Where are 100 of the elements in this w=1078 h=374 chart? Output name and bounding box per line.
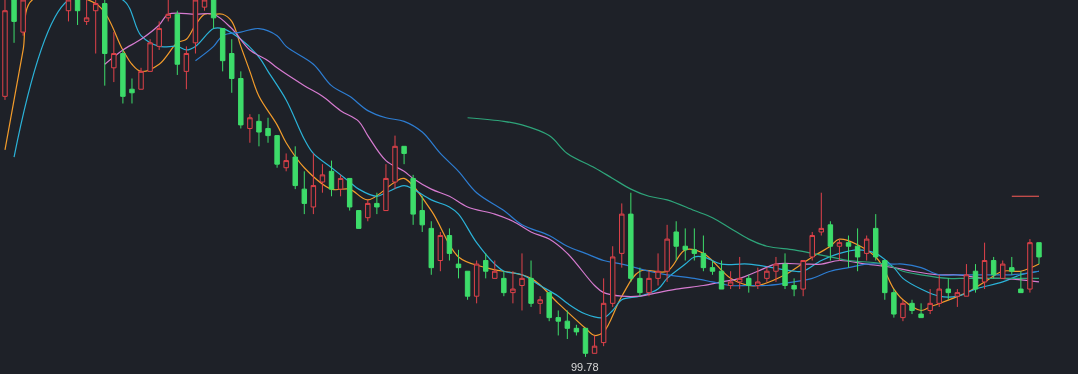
candlestick <box>492 260 498 279</box>
candlestick <box>600 277 607 347</box>
candlestick <box>274 135 280 169</box>
candlestick <box>482 252 489 279</box>
candlestick <box>628 192 634 283</box>
candlestick <box>873 213 879 262</box>
candlestick <box>301 170 308 215</box>
candlestick <box>564 309 571 340</box>
candlestick <box>673 220 679 262</box>
candlestick <box>528 260 534 308</box>
candlestick <box>247 113 253 144</box>
candlestick <box>510 270 516 304</box>
candlestick <box>11 0 17 44</box>
candlestick <box>446 227 453 262</box>
candlestick <box>1036 242 1042 265</box>
candlestick <box>827 220 834 262</box>
candlestick <box>900 299 906 322</box>
candlestick <box>591 334 598 354</box>
candlestick <box>473 260 480 304</box>
candlestick <box>210 0 217 30</box>
candlestick <box>428 220 435 276</box>
candlestick <box>401 145 407 165</box>
candlestick <box>328 160 335 197</box>
candlestick <box>74 0 81 26</box>
candlestick <box>156 20 162 51</box>
candlestick <box>981 242 988 290</box>
candlestick <box>555 309 561 336</box>
candlestick <box>582 327 589 358</box>
candlestick <box>809 231 815 262</box>
candlestick <box>918 302 924 319</box>
candlestick <box>727 270 734 290</box>
candlestick <box>972 263 979 294</box>
candlestick <box>927 288 933 315</box>
candlestick <box>773 256 779 283</box>
candlestick <box>863 235 870 262</box>
candlestick <box>800 260 806 297</box>
candlestick <box>655 252 661 286</box>
candlestick <box>546 292 552 322</box>
candlestick <box>120 49 126 104</box>
candlestick <box>111 31 117 83</box>
candlestick <box>764 267 770 283</box>
candlestick <box>356 210 362 229</box>
candlestick <box>990 256 997 279</box>
candlestick <box>138 67 144 90</box>
candlestick <box>691 227 698 262</box>
candlestick <box>609 245 616 308</box>
candlestick <box>346 177 353 212</box>
candlestick <box>963 263 970 297</box>
candlestick <box>365 199 371 222</box>
candlestick <box>700 235 707 272</box>
candlestick <box>410 174 416 226</box>
candlestick <box>256 113 262 147</box>
candlestick <box>999 260 1006 279</box>
candlestick <box>646 270 652 297</box>
candlestick <box>573 324 580 336</box>
candlestick <box>1009 256 1015 276</box>
annotation: 99.78 <box>571 361 599 373</box>
candlestick <box>219 28 226 72</box>
candlestick <box>437 231 444 272</box>
candlestick <box>519 252 525 311</box>
candlestick <box>682 227 688 262</box>
candlestick <box>374 192 380 215</box>
candlestick <box>782 252 788 290</box>
candlestick <box>102 0 108 87</box>
candlestick <box>619 202 625 269</box>
candlestick <box>455 249 462 279</box>
candlestick <box>891 288 897 319</box>
candlestick <box>755 267 761 290</box>
candlestick <box>718 260 725 290</box>
candlestick <box>292 145 298 190</box>
candlestick <box>183 45 190 90</box>
candlestick <box>147 38 153 72</box>
candlestick <box>419 195 425 233</box>
candlestick <box>383 163 389 212</box>
candlestick <box>229 38 235 94</box>
candlestick <box>1018 270 1024 294</box>
candlestick <box>501 270 507 297</box>
candlestick <box>836 238 843 262</box>
candlestick <box>945 277 952 301</box>
candlestick <box>818 192 825 237</box>
candlestick <box>664 224 670 283</box>
candlestick <box>954 288 961 308</box>
candlestick <box>265 117 271 144</box>
candlestick <box>709 260 716 276</box>
candlestick <box>746 274 752 294</box>
candlestick <box>238 70 244 129</box>
candlestick <box>909 299 915 315</box>
candlestick <box>464 270 471 301</box>
candlestick <box>1027 238 1033 294</box>
candlestick <box>736 256 743 290</box>
candlestick <box>174 10 181 76</box>
candlestick <box>637 267 643 297</box>
candlestick <box>845 235 852 269</box>
candlestick <box>537 295 543 315</box>
candlestick <box>129 78 135 104</box>
candlestick <box>882 260 888 301</box>
candlestick <box>337 174 344 197</box>
candlestick <box>854 227 861 272</box>
candlestick <box>283 152 289 172</box>
candlestick <box>392 135 398 190</box>
